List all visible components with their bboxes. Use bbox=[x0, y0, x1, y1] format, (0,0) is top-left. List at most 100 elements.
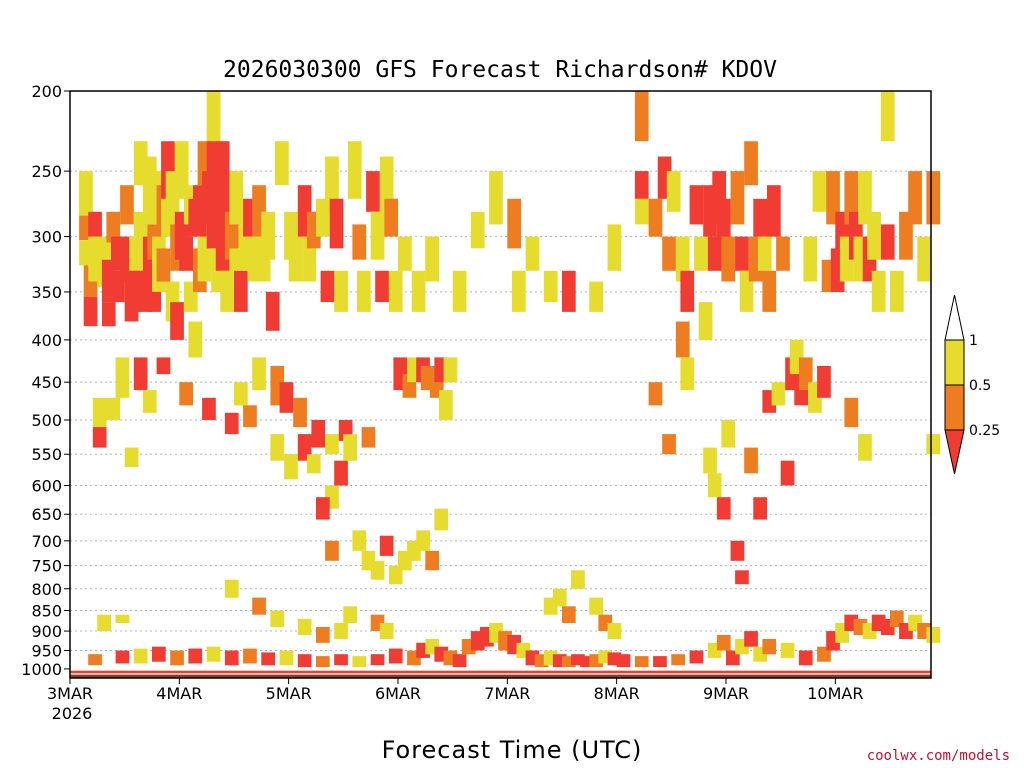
heatmap-cell bbox=[671, 654, 685, 666]
heatmap-cell bbox=[288, 236, 303, 282]
heatmap-cell bbox=[880, 91, 895, 142]
x-tick-label: 6MAR bbox=[375, 684, 421, 703]
heatmap-cell bbox=[653, 656, 667, 668]
heatmap-cell bbox=[716, 635, 731, 651]
heatmap-cell bbox=[379, 535, 394, 556]
heatmap-cell bbox=[124, 447, 139, 467]
heatmap-cell bbox=[735, 236, 749, 271]
heatmap-cell bbox=[352, 530, 367, 551]
heatmap-cell bbox=[92, 397, 107, 428]
heatmap-cell bbox=[234, 382, 248, 406]
heatmap-cell bbox=[744, 447, 758, 474]
heatmap-cell bbox=[666, 171, 681, 212]
heatmap-cell bbox=[79, 171, 93, 216]
heatmap-cell bbox=[388, 270, 403, 312]
heatmap-cell bbox=[174, 141, 189, 199]
heatmap-cell bbox=[680, 357, 695, 391]
heatmap-cell bbox=[366, 171, 380, 212]
heatmap-cell bbox=[803, 236, 818, 282]
heatmap-cell bbox=[607, 224, 622, 271]
heatmap-cell bbox=[311, 420, 326, 448]
heatmap-cell bbox=[297, 654, 312, 668]
heatmap-cell bbox=[325, 434, 339, 455]
x-tick-label: 9MAR bbox=[703, 684, 749, 703]
heatmap-cell bbox=[343, 434, 357, 461]
heatmap-cell bbox=[917, 236, 931, 282]
heatmap-cell bbox=[511, 270, 526, 312]
heatmap-cell bbox=[730, 540, 745, 561]
x-tick-label: 8MAR bbox=[594, 684, 640, 703]
heatmap-cell bbox=[188, 321, 203, 358]
heatmap-cell bbox=[525, 236, 540, 271]
y-tick-label: 500 bbox=[31, 411, 62, 430]
x-tick-sublabel: 2026 bbox=[52, 704, 93, 723]
heatmap-cell bbox=[443, 357, 458, 383]
heatmap-cell bbox=[224, 579, 239, 598]
heatmap-cell bbox=[83, 297, 98, 327]
heatmap-cell bbox=[179, 382, 193, 406]
heatmap-cell bbox=[88, 211, 102, 237]
heatmap-cell bbox=[325, 540, 339, 561]
heatmap-cell bbox=[616, 654, 631, 668]
heatmap-cell bbox=[425, 236, 439, 282]
heatmap-cell bbox=[812, 171, 827, 212]
heatmap-cell bbox=[716, 497, 731, 520]
heatmap-cell bbox=[767, 185, 781, 237]
heatmap-cell bbox=[343, 606, 357, 623]
heatmap-cell bbox=[689, 650, 704, 664]
heatmap-cell bbox=[757, 236, 772, 271]
heatmap-cell bbox=[133, 357, 148, 391]
legend-top-arrow bbox=[944, 294, 965, 341]
heatmap-cell bbox=[379, 623, 394, 639]
heatmap-cell bbox=[202, 397, 216, 420]
x-axis-label: Forecast Time (UTC) bbox=[382, 736, 643, 764]
plot-frame bbox=[69, 90, 932, 679]
heatmap-cell bbox=[270, 610, 285, 627]
heatmap-cell bbox=[316, 627, 330, 643]
x-tick-label: 7MAR bbox=[484, 684, 530, 703]
y-tick-label: 600 bbox=[31, 476, 62, 495]
heatmap-cell bbox=[370, 654, 385, 666]
heatmap-cell bbox=[844, 397, 859, 428]
heatmap-cell bbox=[106, 211, 121, 243]
heatmap-cell bbox=[234, 270, 248, 312]
color-legend: 1 0.5 0.25 bbox=[944, 294, 1000, 475]
heatmap-cell bbox=[926, 171, 941, 225]
heatmap-cell bbox=[320, 270, 335, 302]
heatmap-cell bbox=[735, 570, 749, 585]
heatmap-cell bbox=[589, 281, 603, 312]
heatmap-cell bbox=[170, 650, 184, 666]
heatmap-cell bbox=[379, 156, 394, 212]
heatmap-cell bbox=[115, 614, 130, 623]
heatmap-cell bbox=[384, 198, 398, 237]
heatmap-cell bbox=[890, 610, 904, 627]
y-tick-label: 300 bbox=[31, 228, 62, 247]
y-tick-label: 950 bbox=[31, 641, 62, 660]
heatmap-cell bbox=[206, 91, 221, 142]
heatmap-cell bbox=[325, 156, 339, 212]
heatmap-cell bbox=[562, 606, 576, 623]
y-tick-label: 650 bbox=[31, 505, 62, 524]
heatmap-cell bbox=[489, 171, 503, 225]
heatmap-cell bbox=[452, 654, 467, 668]
heatmap-cell bbox=[744, 141, 758, 186]
heatmap-cell bbox=[634, 171, 649, 199]
heatmap-cell bbox=[152, 646, 166, 662]
heatmap-cell bbox=[416, 530, 430, 551]
heatmap-cell bbox=[334, 460, 348, 486]
heatmap-cells bbox=[79, 91, 941, 668]
heatmap-cell bbox=[762, 639, 777, 655]
heatmap-cell bbox=[425, 550, 439, 571]
legend-bin-<0.25 bbox=[944, 429, 965, 475]
heatmap-cell bbox=[188, 648, 203, 664]
heatmap-cell bbox=[352, 656, 367, 668]
heatmap-cell bbox=[562, 656, 576, 668]
heatmap-cell bbox=[675, 236, 690, 282]
heatmap-cell bbox=[648, 198, 663, 237]
heatmap-cell bbox=[243, 405, 257, 428]
ground-fill bbox=[70, 674, 931, 678]
heatmap-cell bbox=[589, 597, 603, 615]
heatmap-cell bbox=[279, 650, 294, 666]
heatmap-cell bbox=[703, 447, 717, 474]
